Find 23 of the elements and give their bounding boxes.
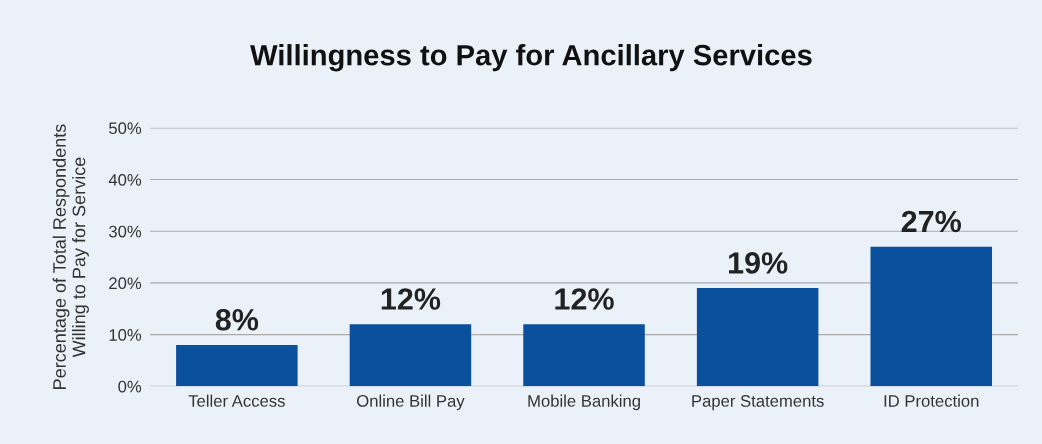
- data-label: 12%: [555, 288, 614, 310]
- x-tick-label: Teller Access: [188, 394, 285, 407]
- y-tick-label: 0%: [118, 380, 142, 393]
- bar: [523, 324, 645, 387]
- y-tick-label: 20%: [109, 277, 142, 290]
- y-tick-label: 40%: [108, 173, 142, 186]
- data-label: 27%: [901, 210, 962, 233]
- y-axis-title: Percentage of Total Respondents Willing to Pay for Service: [52, 124, 89, 389]
- bar: [176, 344, 298, 387]
- chart-title: Willingness to Pay for Ancillary Services: [250, 44, 812, 72]
- x-tick-label: Online Bill Pay: [357, 394, 465, 411]
- data-label: 19%: [728, 252, 788, 274]
- data-label: 12%: [381, 288, 441, 310]
- bar: [696, 288, 819, 387]
- y-tick-label: 50%: [109, 122, 142, 135]
- x-tick-label: ID Protection: [884, 394, 979, 407]
- bar: [870, 246, 992, 387]
- y-tick-label: 30%: [108, 225, 142, 238]
- bar: [349, 324, 472, 387]
- y-tick-label: 10%: [109, 329, 142, 341]
- x-tick-label: Paper Statements: [692, 395, 824, 411]
- data-label: 8%: [215, 308, 259, 331]
- x-tick-label: Mobile Banking: [528, 394, 640, 411]
